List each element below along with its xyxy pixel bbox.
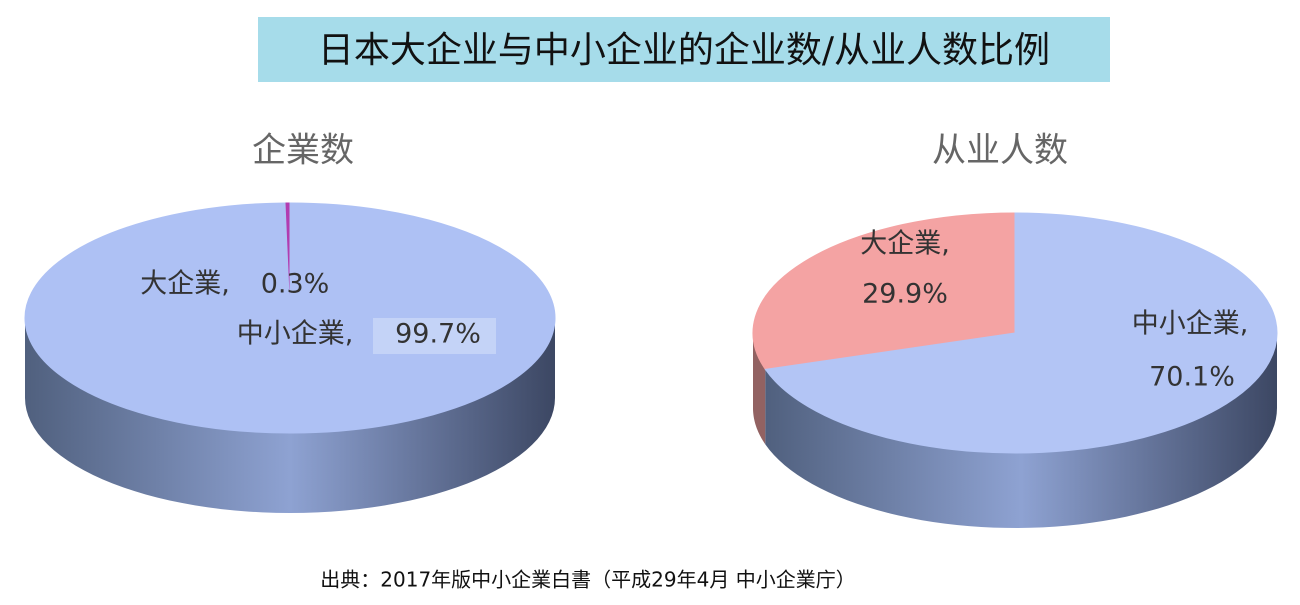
pie-side [25,318,555,513]
value-label: 99.7% [395,319,481,350]
pie-slice [764,212,1278,454]
label-box [373,318,496,354]
category-label: 大企業, [860,229,950,260]
pie-slice [752,212,1016,370]
page-title: 日本大企业与中小企业的企业数/从业人数比例 [318,30,1050,71]
pie-title: 从业人数 [932,131,1068,171]
value-label: 0.3% [261,269,330,300]
source-note: 出典：2017年版中小企業白書（平成29年4月 中小企業庁） [320,568,855,592]
title-box [258,17,1110,82]
pie-title: 企業数 [252,131,354,171]
category-label: 中小企業, [237,319,354,350]
pie-side [753,333,766,445]
category-label: 大企業, [140,269,230,300]
value-label: 70.1% [1149,362,1235,393]
pie-side [765,333,1277,528]
category-label: 中小企業, [1132,309,1249,340]
value-label: 29.9% [862,279,948,310]
pie-slice [24,202,556,434]
